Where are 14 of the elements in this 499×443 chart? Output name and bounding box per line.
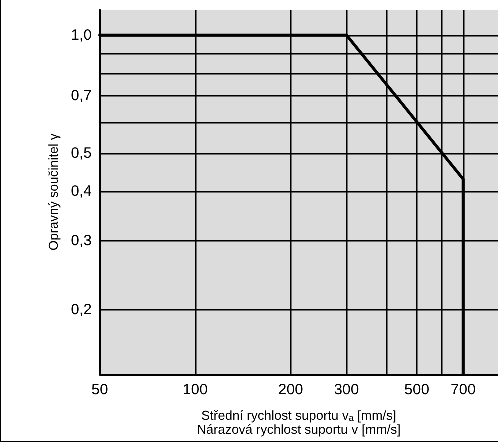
x-tick-label: 500: [404, 382, 430, 398]
x-tick-label: 100: [182, 382, 208, 398]
x-tick-label: 300: [334, 382, 360, 398]
x-tick-label: 700: [450, 382, 476, 398]
y-tick-label: 0,4: [71, 183, 92, 200]
x-tick-label: 200: [278, 382, 304, 398]
y-tick-label: 0,5: [71, 145, 92, 162]
x-tick-label: 50: [92, 382, 108, 398]
y-tick-label: 1,0: [71, 26, 92, 44]
y-axis-title: Opravný součinitel γ: [46, 133, 62, 251]
y-tick-label: 0,7: [71, 88, 92, 105]
y-tick-label: 0,3: [71, 232, 92, 250]
x-axis-title: Střední rychlost suportu va [mm/s] Nárazová rychlost suportu v [mm/s]: [197, 408, 401, 437]
y-tick-label: 0,2: [71, 301, 92, 318]
